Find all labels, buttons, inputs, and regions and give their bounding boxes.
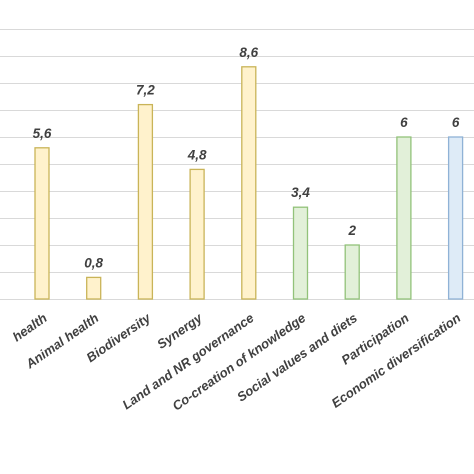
data-label: 8,6 — [239, 45, 258, 60]
data-label: 6 — [400, 115, 408, 130]
data-label: 4,8 — [187, 147, 207, 162]
x-tick-label: health — [10, 310, 50, 344]
data-label: 3,4 — [291, 185, 310, 200]
bars — [34, 66, 464, 300]
bar — [189, 168, 205, 300]
bar — [34, 147, 50, 300]
bar — [447, 136, 464, 300]
bar — [344, 244, 360, 300]
data-label: 0,8 — [84, 255, 103, 270]
bar — [292, 206, 309, 300]
data-label: 2 — [347, 223, 356, 238]
data-label: 7,2 — [136, 83, 155, 98]
data-labels: 5,6 0,8 7,2 4,8 8,6 3,4 2 6 6 — [33, 45, 460, 271]
bar — [86, 276, 102, 300]
data-label: 5,6 — [33, 126, 52, 141]
bar — [137, 103, 154, 300]
bar — [396, 136, 412, 300]
gridlines — [0, 29, 474, 300]
bar — [241, 66, 257, 300]
data-label: 6 — [452, 115, 460, 130]
